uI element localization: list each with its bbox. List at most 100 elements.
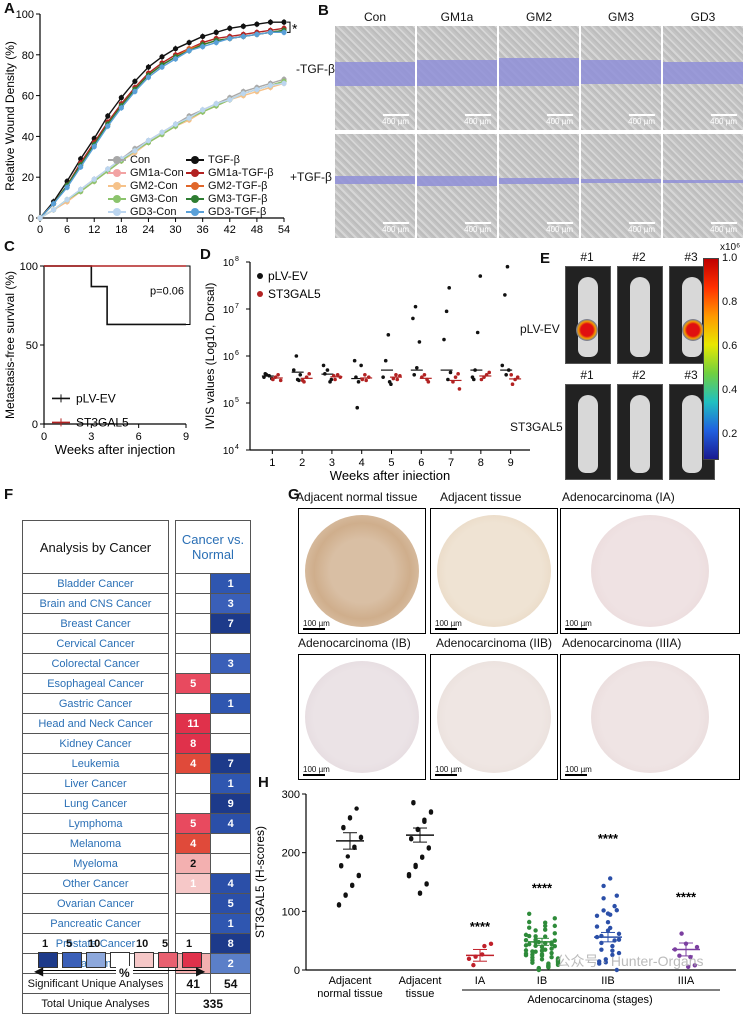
data-point [339, 862, 344, 868]
data-point [50, 201, 57, 207]
tma-image: 100 µm [430, 508, 558, 634]
cancer-name: Bladder Cancer [22, 573, 169, 594]
data-point [254, 31, 260, 37]
mouse-image [565, 266, 611, 364]
x-tick-label: Adjacent [329, 975, 372, 987]
table-row: Leukemia 4 7 [22, 753, 251, 774]
data-point [360, 377, 365, 382]
data-point [345, 854, 350, 859]
legend-swatch [62, 952, 82, 968]
data-point [471, 377, 476, 382]
table-row: Colorectal Cancer 3 [22, 653, 251, 674]
legend-marker-icon [191, 169, 199, 177]
data-point [543, 923, 548, 929]
legend-item: GM3-Con [108, 193, 186, 205]
legend-number: 5 [162, 938, 169, 950]
data-point [614, 967, 619, 973]
up-count [174, 893, 212, 914]
y-tick-exponent: 7 [235, 303, 239, 310]
x-tick-label: normal tissue [317, 988, 382, 1000]
scale-bar-label: 100 µm [435, 765, 462, 774]
wound-row-label: +TGF-β [290, 170, 332, 184]
survival-chart: 0 50 100 0 3 6 9 Weeks after injection Metastasi… [3, 261, 191, 457]
wound-image: 400 µm [663, 26, 743, 130]
scale-bar-label: 400 µm [628, 225, 655, 234]
tma-title: Adenocarcinoma (IB) [298, 636, 411, 650]
data-point [503, 293, 507, 297]
spacer [169, 574, 176, 594]
spacer [169, 934, 176, 954]
spacer [169, 994, 176, 1014]
data-point [132, 148, 138, 154]
wound-column-label: GM3 [607, 10, 634, 24]
data-point [356, 872, 361, 878]
y-tick-label: 100 [16, 9, 34, 21]
header-analysis-label: Analysis by Cancer [22, 520, 169, 574]
data-point [603, 957, 608, 962]
wound-image: 400 µm [581, 134, 661, 238]
data-point [530, 952, 535, 957]
data-point [200, 33, 206, 40]
wound-gap-band [499, 58, 579, 86]
x-tick-label: 9 [508, 457, 514, 469]
data-point [78, 164, 84, 170]
table-row: Cervical Cancer [22, 633, 251, 654]
scale-bar: 100 µm [565, 765, 592, 776]
data-point [530, 949, 535, 954]
down-count: 4 [210, 813, 251, 834]
data-point [447, 286, 451, 290]
data-point [64, 184, 70, 190]
scale-bar-label: 400 µm [710, 225, 737, 234]
wound-gap-band [417, 176, 497, 186]
data-point [543, 920, 548, 925]
tissue-core [305, 515, 419, 627]
data-point [487, 370, 492, 375]
spacer [169, 914, 176, 934]
data-point [549, 955, 554, 960]
wound-gap-band [417, 60, 497, 86]
table-row: Prostate Cancer 8 [22, 933, 251, 954]
table-header: Analysis by Cancer Cancer vs. Normal [22, 520, 251, 574]
data-point [413, 304, 418, 309]
tissue-core [591, 515, 709, 627]
x-tick-label: 8 [478, 457, 484, 469]
data-point [172, 46, 179, 52]
spacer [169, 974, 176, 994]
data-point [523, 948, 529, 953]
cancer-name: Pancreatic Cancer [22, 913, 169, 934]
table-row: Bladder Cancer 1 [22, 573, 251, 594]
wound-image: 400 µm [335, 26, 415, 130]
x-tick-label: 3 [88, 431, 94, 443]
significance-label: **** [598, 831, 619, 846]
legend-item: GM2-TGF-β [186, 180, 286, 192]
legend-item: GM2-Con [108, 180, 186, 192]
down-count: 4 [210, 873, 251, 894]
data-point [281, 80, 287, 86]
table-row: Significant Unique Analyses 41 54 [22, 973, 251, 994]
data-point [411, 316, 415, 321]
up-count [174, 633, 212, 654]
data-point [527, 941, 532, 947]
legend-label: GM2-Con [130, 180, 178, 192]
y-tick-label: 100 [282, 906, 300, 918]
tumor-signal [682, 319, 704, 341]
y-tick-label: 10 [223, 446, 235, 457]
data-point [527, 911, 532, 916]
header-cancer-vs-normal: Cancer vs. Normal [175, 520, 251, 574]
spacer [169, 521, 176, 574]
data-point [552, 923, 557, 929]
mouse-column-label: #1 [580, 250, 594, 264]
down-count: 8 [210, 933, 251, 954]
data-point [213, 39, 219, 46]
data-point [505, 264, 510, 269]
panel-label-g: G [288, 486, 300, 503]
up-count [174, 773, 212, 794]
scale-bar-line [464, 222, 491, 224]
sig-label: Significant Unique Analyses [22, 973, 169, 994]
mouse-body [682, 277, 702, 357]
y-axis-title: Metastasis-free survival (%) [3, 271, 17, 419]
x-tick-label: Adjacent [399, 975, 442, 987]
scale-bar-label: 400 µm [382, 225, 409, 234]
significance-bracket [287, 21, 291, 33]
x-tick-label: 2 [299, 457, 305, 469]
